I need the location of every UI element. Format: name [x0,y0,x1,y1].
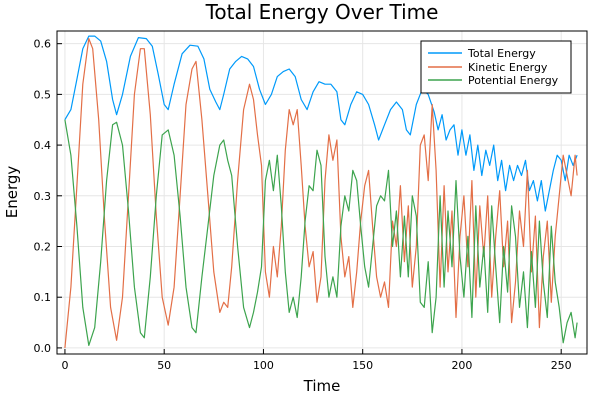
y-tick-label: 0.6 [34,38,52,51]
plot-area-frame [56,30,588,355]
x-tick-label: 50 [157,359,171,372]
y-tick-label: 0.2 [34,241,52,254]
x-tick-label: 200 [451,359,472,372]
series-line-kinetic-energy [64,38,578,348]
y-tick-label: 0.3 [34,190,52,203]
series-lines [64,35,578,348]
y-tick-label: 0.1 [34,291,52,304]
x-tick-label: 0 [61,359,68,372]
legend-label-kinetic-energy: Kinetic Energy [468,61,548,74]
x-tick-label: 100 [253,359,274,372]
y-tick-label: 0.5 [34,88,52,101]
x-tick-label: 150 [352,359,373,372]
series-line-potential-energy [64,119,578,346]
legend-label-total-energy: Total Energy [467,47,536,60]
legend-label-potential-energy: Potential Energy [468,74,559,87]
axis-ticks: 0 50 100 150 200 250 0.0 0.1 0.2 0.3 0.4 0.5 0.6 [34,38,572,372]
legend: Total Energy Kinetic Energy Potential En… [420,40,572,94]
x-axis-title: Time [303,377,341,395]
y-tick-label: 0.4 [34,139,52,152]
x-tick-label: 250 [551,359,572,372]
y-axis-title: Energy [3,166,21,219]
y-tick-label: 0.0 [34,342,52,355]
chart-title: Total Energy Over Time [205,0,439,24]
series-line-total-energy [64,35,578,212]
